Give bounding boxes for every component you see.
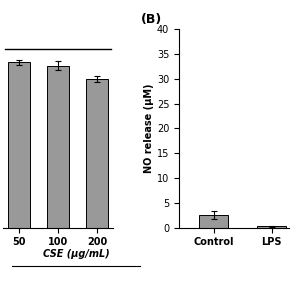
Bar: [257, 226, 286, 228]
Bar: [47, 66, 69, 228]
Bar: [199, 215, 228, 228]
Y-axis label: NO release (μM): NO release (μM): [144, 84, 154, 173]
Text: CSE (μg/mL): CSE (μg/mL): [43, 249, 109, 259]
Bar: [86, 79, 108, 228]
Bar: [8, 62, 29, 228]
Text: (B): (B): [140, 13, 162, 26]
